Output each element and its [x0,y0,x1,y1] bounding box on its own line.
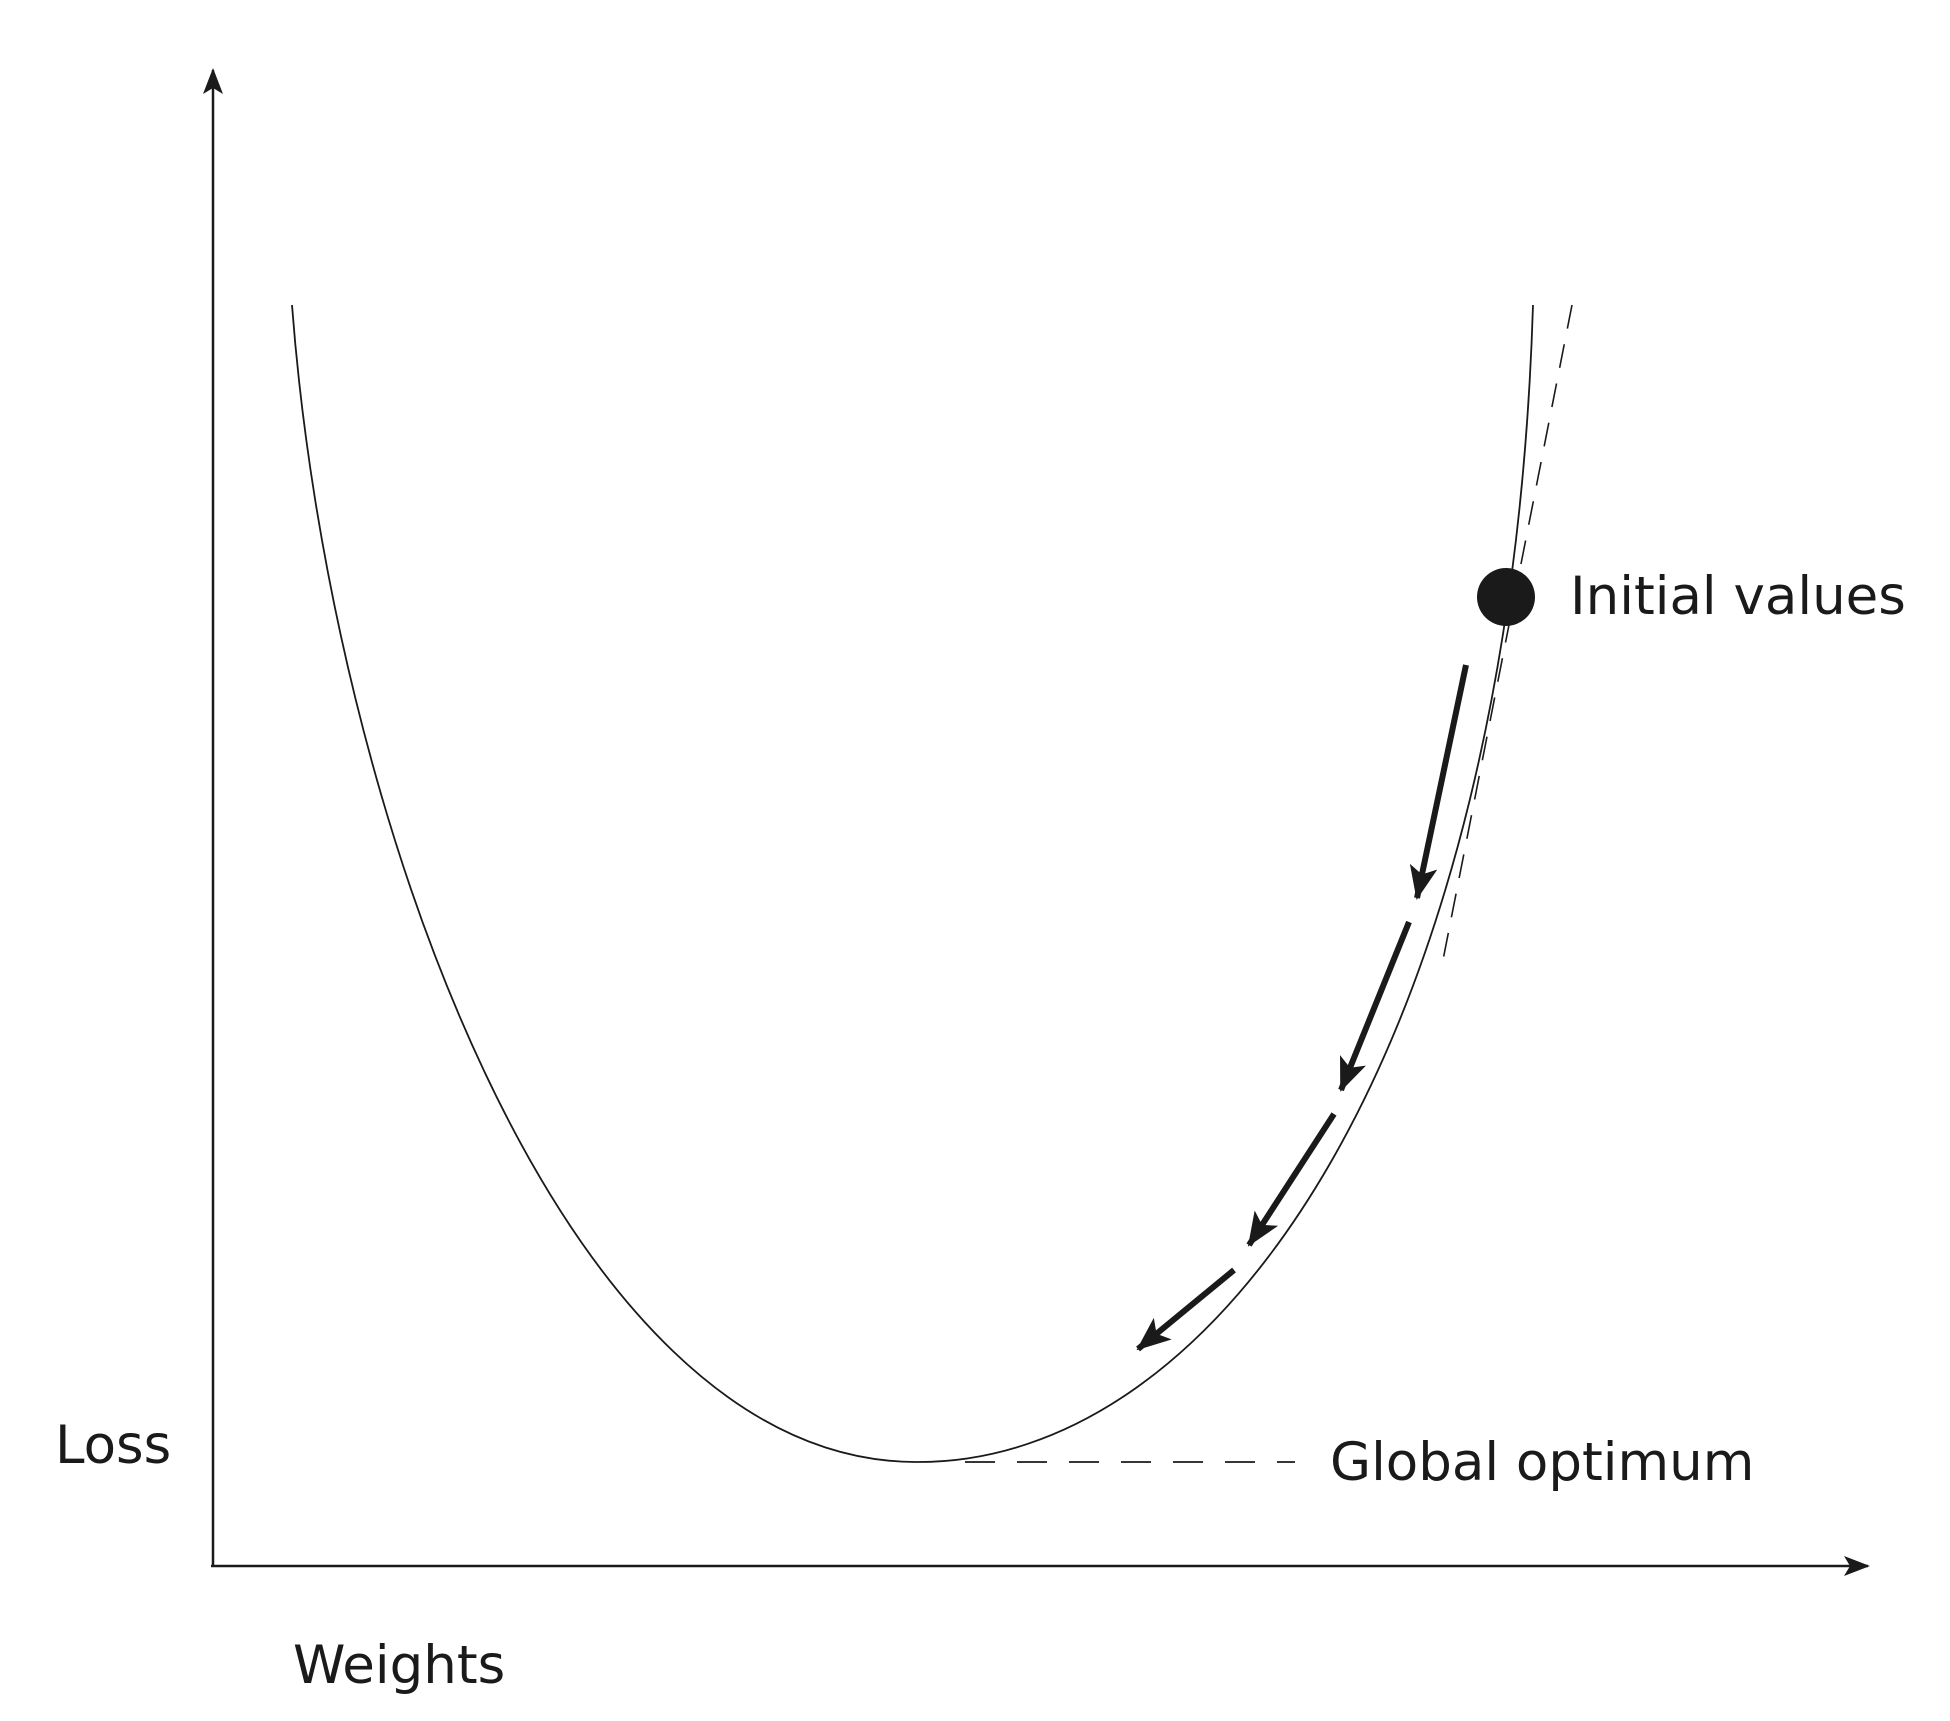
loss-curve [291,304,1534,1463]
x-axis-label: Weights [293,1635,505,1696]
descent-step-arrow [1338,920,1412,1092]
descent-step-arrow [1409,664,1469,900]
descent-step-arrow [1136,1267,1236,1352]
initial-values-label: Initial values [1570,566,1906,627]
descent-steps [1136,664,1469,1352]
global-optimum-label: Global optimum [1330,1432,1754,1493]
initial-point-marker [1477,568,1535,626]
y-axis-label: Loss [55,1415,171,1476]
tangent-line [1442,304,1573,961]
descent-step-arrow [1246,1112,1337,1247]
